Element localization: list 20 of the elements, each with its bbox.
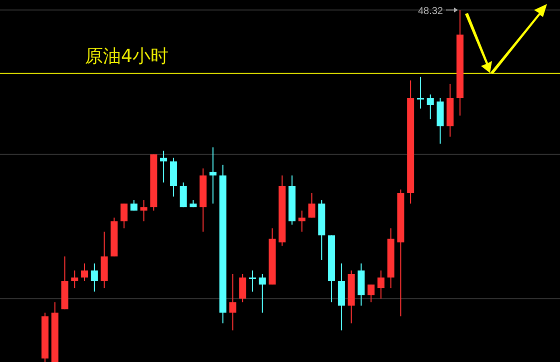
candlestick — [249, 270, 256, 292]
candlestick — [120, 203, 128, 229]
candlestick — [229, 274, 236, 331]
candlestick — [71, 270, 78, 289]
candlestick — [160, 150, 168, 183]
candlestick — [368, 284, 375, 303]
annotation: 48.32 — [418, 6, 444, 17]
candlestick — [90, 262, 98, 292]
candlestick — [308, 192, 316, 218]
candlestick — [298, 210, 306, 232]
candlestick — [258, 274, 266, 314]
candlestick — [377, 270, 384, 300]
candlestick — [426, 94, 434, 120]
candlestick — [209, 146, 216, 204]
candlestick — [180, 182, 187, 208]
text: 原油4小时 — [85, 46, 168, 67]
candlestick — [416, 76, 424, 110]
candlestick — [81, 262, 88, 282]
candlestick — [239, 274, 246, 303]
candlestick — [140, 200, 148, 222]
